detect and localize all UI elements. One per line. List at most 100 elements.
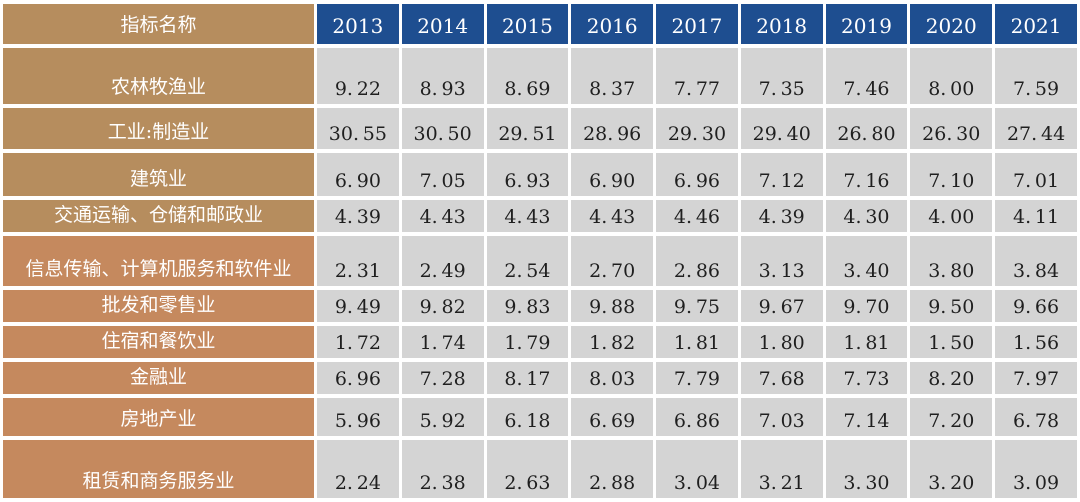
value-cell: 1. 56 [995, 326, 1077, 358]
value-cell: 1. 82 [571, 326, 654, 358]
value-cell: 7. 03 [740, 398, 823, 436]
value-cell: 3. 40 [825, 236, 908, 286]
value-cell: 2. 38 [401, 440, 484, 498]
value-cell: 3. 04 [656, 440, 738, 498]
value-cell: 7. 97 [995, 362, 1077, 394]
value-cell: 7. 68 [740, 362, 823, 394]
table-row: 住宿和餐饮业 1. 72 1. 74 1. 79 1. 82 1. 81 1. 80 1. 8… [3, 326, 1077, 358]
value-cell: 4. 43 [401, 200, 484, 232]
table-row: 信息传输、计算机服务和软件业 2. 31 2. 49 2. 54 2. 70 2. 86 3… [3, 236, 1077, 286]
value-cell: 6. 90 [571, 153, 654, 196]
value-cell: 29. 30 [656, 108, 738, 149]
value-cell: 7. 77 [656, 48, 738, 104]
value-cell: 8. 00 [910, 48, 993, 104]
value-cell: 6. 96 [656, 153, 738, 196]
value-cell: 6. 93 [486, 153, 569, 196]
value-cell: 30. 50 [401, 108, 484, 149]
value-cell: 9. 67 [740, 290, 823, 322]
value-cell: 1. 50 [910, 326, 993, 358]
value-cell: 2. 86 [656, 236, 738, 286]
row-label: 住宿和餐饮业 [3, 326, 314, 358]
header-year: 2015 [486, 4, 569, 44]
row-label: 信息传输、计算机服务和软件业 [3, 236, 314, 286]
value-cell: 3. 30 [825, 440, 908, 498]
value-cell: 4. 43 [486, 200, 569, 232]
header-year: 2021 [995, 4, 1077, 44]
value-cell: 4. 00 [910, 200, 993, 232]
value-cell: 3. 84 [995, 236, 1077, 286]
table-row: 金融业 6. 96 7. 28 8. 17 8. 03 7. 79 7. 68 7. 73 8.… [3, 362, 1077, 394]
value-cell: 4. 39 [317, 200, 399, 232]
value-cell: 7. 01 [995, 153, 1077, 196]
header-year: 2018 [740, 4, 823, 44]
value-cell: 7. 10 [910, 153, 993, 196]
table-row: 建筑业 6. 90 7. 05 6. 93 6. 90 6. 96 7. 12 7. 16 7.… [3, 153, 1077, 196]
table-body: 农林牧渔业 9. 22 8. 93 8. 69 8. 37 7. 77 7. 35 7. 46… [3, 48, 1077, 498]
value-cell: 26. 30 [910, 108, 993, 149]
value-cell: 4. 43 [571, 200, 654, 232]
value-cell: 3. 13 [740, 236, 823, 286]
row-label: 批发和零售业 [3, 290, 314, 322]
value-cell: 7. 35 [740, 48, 823, 104]
table-row: 房地产业 5. 96 5. 92 6. 18 6. 69 6. 86 7. 03 7. 14 7… [3, 398, 1077, 436]
value-cell: 5. 96 [317, 398, 399, 436]
value-cell: 9. 88 [571, 290, 654, 322]
value-cell: 9. 49 [317, 290, 399, 322]
header-year: 2017 [656, 4, 738, 44]
value-cell: 2. 54 [486, 236, 569, 286]
value-cell: 2. 63 [486, 440, 569, 498]
value-cell: 6. 96 [317, 362, 399, 394]
table-row: 租赁和商务服务业 2. 24 2. 38 2. 63 2. 88 3. 04 3. 21 3.… [3, 440, 1077, 498]
value-cell: 8. 20 [910, 362, 993, 394]
value-cell: 2. 24 [317, 440, 399, 498]
value-cell: 9. 82 [401, 290, 484, 322]
value-cell: 7. 59 [995, 48, 1077, 104]
table-row: 农林牧渔业 9. 22 8. 93 8. 69 8. 37 7. 77 7. 35 7. 46… [3, 48, 1077, 104]
value-cell: 7. 20 [910, 398, 993, 436]
value-cell: 3. 21 [740, 440, 823, 498]
value-cell: 28. 96 [571, 108, 654, 149]
value-cell: 6. 86 [656, 398, 738, 436]
value-cell: 8. 69 [486, 48, 569, 104]
row-label: 房地产业 [3, 398, 314, 436]
row-label: 建筑业 [3, 153, 314, 196]
value-cell: 7. 12 [740, 153, 823, 196]
row-label: 租赁和商务服务业 [3, 440, 314, 498]
value-cell: 6. 90 [317, 153, 399, 196]
value-cell: 30. 55 [317, 108, 399, 149]
table-row: 批发和零售业 9. 49 9. 82 9. 83 9. 88 9. 75 9. 67 9. 7… [3, 290, 1077, 322]
value-cell: 8. 03 [571, 362, 654, 394]
table-row: 交通运输、仓储和邮政业 4. 39 4. 43 4. 43 4. 43 4. 46 4. 3… [3, 200, 1077, 232]
value-cell: 4. 11 [995, 200, 1077, 232]
value-cell: 9. 75 [656, 290, 738, 322]
value-cell: 1. 79 [486, 326, 569, 358]
value-cell: 6. 18 [486, 398, 569, 436]
value-cell: 4. 39 [740, 200, 823, 232]
value-cell: 8. 17 [486, 362, 569, 394]
value-cell: 9. 22 [317, 48, 399, 104]
value-cell: 7. 05 [401, 153, 484, 196]
header-year: 2019 [825, 4, 908, 44]
header-year: 2014 [401, 4, 484, 44]
value-cell: 7. 79 [656, 362, 738, 394]
value-cell: 8. 93 [401, 48, 484, 104]
value-cell: 8. 37 [571, 48, 654, 104]
value-cell: 3. 20 [910, 440, 993, 498]
value-cell: 26. 80 [825, 108, 908, 149]
value-cell: 2. 88 [571, 440, 654, 498]
row-label: 金融业 [3, 362, 314, 394]
value-cell: 4. 46 [656, 200, 738, 232]
value-cell: 7. 73 [825, 362, 908, 394]
value-cell: 1. 81 [656, 326, 738, 358]
value-cell: 2. 49 [401, 236, 484, 286]
value-cell: 1. 81 [825, 326, 908, 358]
value-cell: 9. 66 [995, 290, 1077, 322]
row-label: 交通运输、仓储和邮政业 [3, 200, 314, 232]
value-cell: 9. 83 [486, 290, 569, 322]
table-row: 工业:制造业 30. 55 30. 50 29. 51 28. 96 29. 30 29. … [3, 108, 1077, 149]
value-cell: 4. 30 [825, 200, 908, 232]
header-year: 2020 [910, 4, 993, 44]
value-cell: 1. 80 [740, 326, 823, 358]
value-cell: 9. 70 [825, 290, 908, 322]
